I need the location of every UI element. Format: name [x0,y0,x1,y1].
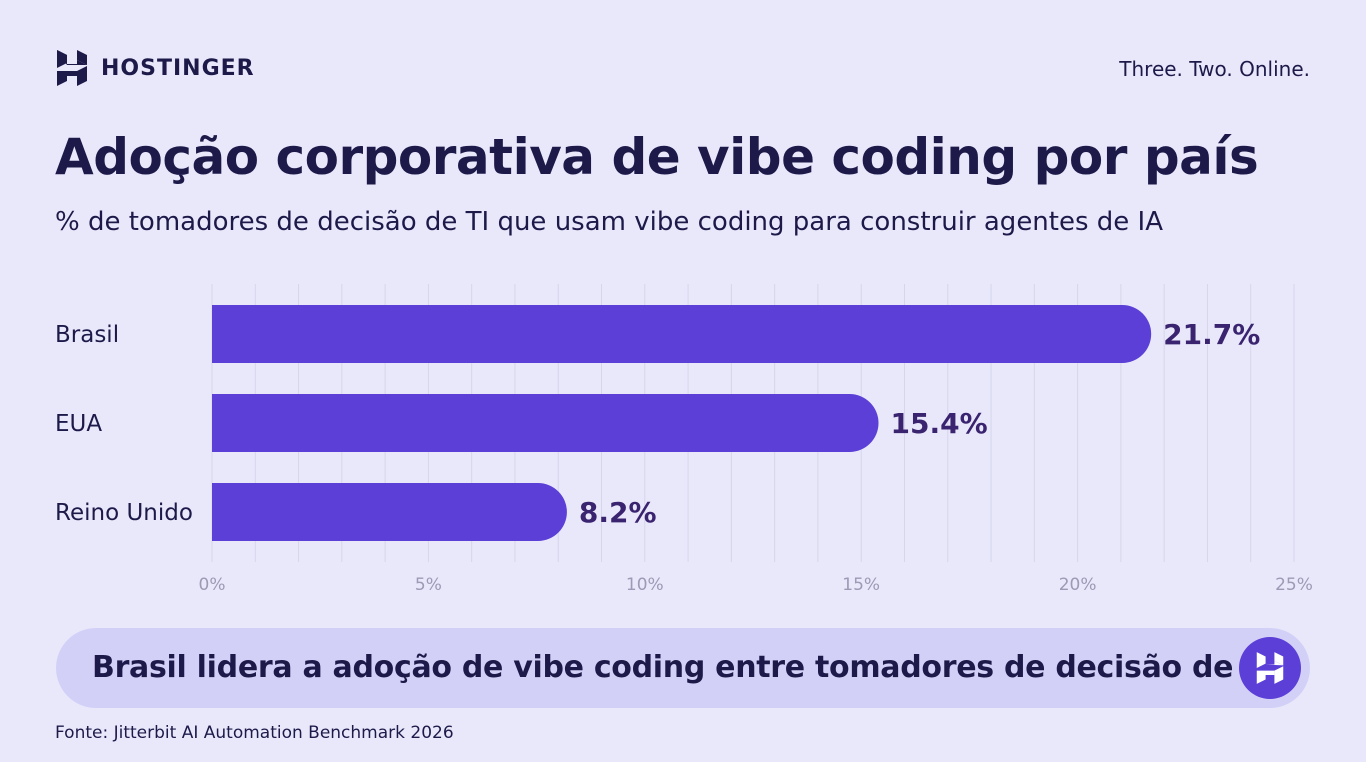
category-label: EUA [55,411,102,437]
x-tick-label: 15% [842,575,880,595]
chart-subtitle: % de tomadores de decisão de TI que usam… [55,207,1164,237]
x-tick-label: 10% [626,575,664,595]
source-note: Fonte: Jitterbit AI Automation Benchmark… [55,723,454,743]
x-tick-label: 5% [415,575,442,595]
x-tick-label: 0% [199,575,226,595]
chart-title: Adoção corporativa de vibe coding por pa… [55,128,1259,186]
x-tick-label: 25% [1275,575,1313,595]
callout-text: Brasil lidera a adoção de vibe coding en… [92,650,1275,685]
bar [212,394,879,452]
callout-banner: Brasil lidera a adoção de vibe coding en… [56,628,1310,708]
bar [212,305,1152,363]
category-label: Reino Unido [55,500,193,526]
hostinger-badge-icon [1239,637,1301,699]
x-tick-label: 20% [1059,575,1097,595]
bar [212,483,567,541]
category-label: Brasil [55,322,119,348]
data-label: 8.2% [579,496,657,529]
bar-chart: 0% 5% 10% 15% 20% 25% Brasil 21.7% EUA 15.4% Reino… [55,284,1313,595]
tagline: Three. Two. Online. [1119,57,1310,81]
brand: HOSTINGER [55,48,255,88]
data-label: 21.7% [1163,318,1260,351]
data-label: 15.4% [891,407,988,440]
brand-name: HOSTINGER [101,55,255,81]
hostinger-logo-icon [57,50,87,86]
